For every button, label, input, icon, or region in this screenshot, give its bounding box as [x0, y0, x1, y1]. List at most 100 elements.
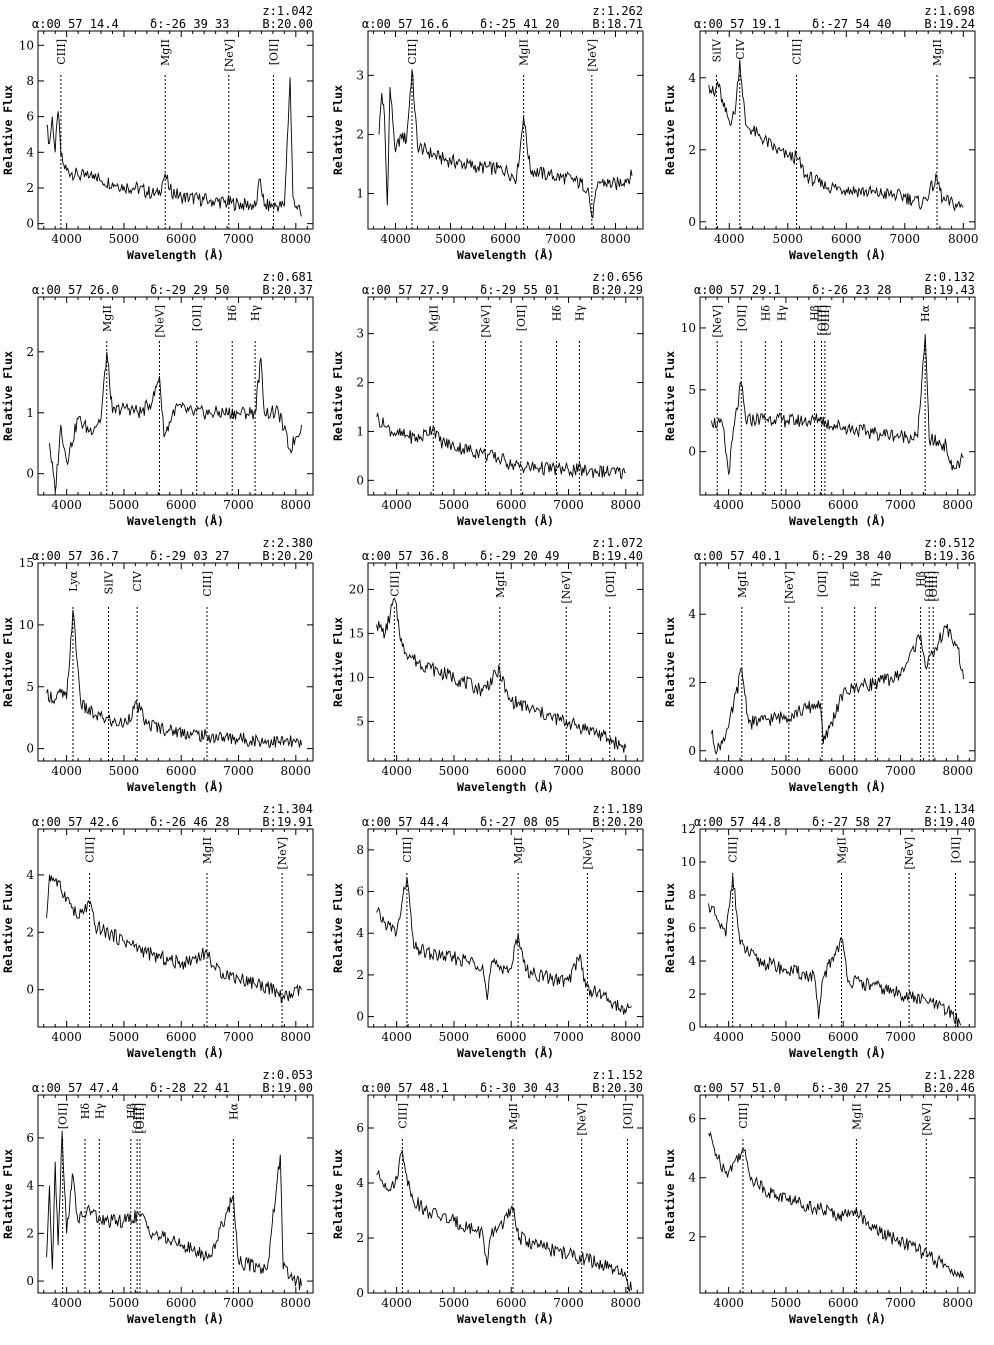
- emission-line-label: MgII: [836, 837, 849, 864]
- redshift-label: z:1.262: [592, 4, 643, 18]
- y-tick-label: 0: [356, 1286, 364, 1300]
- y-tick-label: 6: [356, 885, 364, 899]
- x-tick-label: 5000: [771, 498, 802, 512]
- x-tick-label: 7000: [553, 1030, 584, 1044]
- redshift-label: z:0.132: [924, 270, 975, 284]
- y-tick-label: 10: [19, 38, 34, 52]
- spectrum-panel: z:2.380 α:00 57 36.7 δ:-29 03 27 B:20.20 400…: [1, 536, 314, 794]
- spectrum-panel: z:0.656 α:00 57 27.9 δ:-29 55 01 B:20.29 400…: [331, 270, 644, 528]
- y-tick-label: 10: [349, 670, 364, 684]
- x-tick-label: 5000: [439, 498, 470, 512]
- emission-line-label: Hγ: [249, 305, 262, 322]
- emission-line-label: CIV: [131, 570, 144, 592]
- y-axis-label: Relative Flux: [331, 883, 345, 973]
- x-tick-label: 8000: [943, 764, 974, 778]
- spectrum-panel: z:1.262 α:00 57 16.6 δ:-25 41 20 B:18.71 400…: [331, 4, 644, 262]
- magnitude-label: B:19.24: [924, 17, 975, 31]
- emission-line-label: MgII: [931, 39, 944, 66]
- y-tick-label: 2: [688, 143, 696, 157]
- y-tick-label: 1: [356, 187, 364, 201]
- x-tick-label: 4000: [51, 1296, 82, 1310]
- dec-label: δ:-29 55 01: [480, 283, 559, 297]
- x-tick-label: 7000: [545, 232, 576, 246]
- x-tick-label: 7000: [885, 498, 916, 512]
- x-tick-label: 8000: [281, 498, 312, 512]
- y-tick-label: 0: [688, 744, 696, 758]
- spectrum-panel: z:1.189 α:00 57 44.4 δ:-27 08 05 B:20.20 400…: [331, 802, 644, 1060]
- x-tick-label: 7000: [223, 1030, 254, 1044]
- y-tick-label: 2: [26, 1226, 34, 1240]
- y-tick-label: 15: [19, 556, 34, 570]
- x-tick-label: 6000: [828, 1296, 859, 1310]
- emission-line-label: MgII: [427, 305, 440, 332]
- emission-line-label: [OII]: [816, 571, 829, 597]
- y-tick-label: 0: [26, 1274, 34, 1288]
- ra-label: α:00 57 36.8: [362, 549, 449, 563]
- magnitude-label: B:19.91: [262, 815, 313, 829]
- x-tick-label: 5000: [109, 498, 140, 512]
- ra-label: α:00 57 44.4: [362, 815, 449, 829]
- y-tick-label: 4: [26, 145, 34, 159]
- dec-label: δ:-26 39 33: [150, 17, 229, 31]
- x-tick-label: 8000: [611, 1296, 642, 1310]
- ra-label: α:00 57 14.4: [32, 17, 119, 31]
- x-tick-label: 6000: [490, 232, 521, 246]
- y-tick-label: 4: [26, 1179, 34, 1193]
- y-tick-label: 2: [688, 675, 696, 689]
- plot-frame: [37, 562, 314, 762]
- ra-label: α:00 57 27.9: [362, 283, 449, 297]
- x-axis-label: Wavelength (Å): [127, 1045, 224, 1060]
- x-tick-label: 4000: [381, 1296, 412, 1310]
- redshift-label: z:1.304: [262, 802, 313, 816]
- dec-label: δ:-29 29 50: [150, 283, 229, 297]
- spectrum-line: [711, 623, 964, 756]
- y-tick-label: 6: [26, 110, 34, 124]
- ra-label: α:00 57 36.7: [32, 549, 119, 563]
- x-axis-label: Wavelength (Å): [789, 513, 886, 528]
- spectrum-line: [49, 351, 302, 493]
- spectrum-panel: z:1.304 α:00 57 42.6 δ:-26 46 28 B:19.91 400…: [1, 802, 314, 1060]
- magnitude-label: B:20.00: [262, 17, 313, 31]
- spectrum-line: [708, 1131, 964, 1279]
- x-axis-label: Wavelength (Å): [127, 779, 224, 794]
- y-axis-label: Relative Flux: [663, 883, 677, 973]
- ra-label: α:00 57 40.1: [694, 549, 781, 563]
- x-tick-label: 7000: [885, 1296, 916, 1310]
- x-tick-label: 8000: [948, 232, 979, 246]
- y-tick-label: 0: [26, 742, 34, 756]
- x-tick-label: 5000: [439, 1296, 470, 1310]
- x-tick-label: 4000: [380, 232, 411, 246]
- emission-line-label: [OIII]: [131, 1103, 144, 1134]
- emission-line-label: [NeV]: [223, 39, 236, 72]
- emission-line-label: MgII: [159, 39, 172, 66]
- emission-line-label: Hα: [227, 1102, 240, 1120]
- x-tick-label: 8000: [600, 232, 631, 246]
- y-tick-label: 1: [356, 424, 364, 438]
- emission-line-label: [NeV]: [920, 1103, 933, 1136]
- plot-frame: [699, 296, 976, 496]
- y-axis-label: Relative Flux: [663, 1149, 677, 1239]
- x-tick-label: 4000: [713, 1030, 744, 1044]
- x-tick-label: 7000: [223, 764, 254, 778]
- dec-label: δ:-27 58 27: [812, 815, 891, 829]
- y-tick-label: 2: [356, 127, 364, 141]
- emission-line-label: [OIII]: [134, 1103, 147, 1134]
- spectrum-line: [708, 59, 964, 212]
- spectrum-panel: z:0.053 α:00 57 47.4 δ:-28 22 41 B:19.00 400…: [1, 1068, 314, 1326]
- y-axis-label: Relative Flux: [663, 617, 677, 707]
- x-tick-label: 5000: [439, 1030, 470, 1044]
- x-tick-label: 6000: [828, 1030, 859, 1044]
- x-tick-label: 8000: [943, 498, 974, 512]
- y-tick-label: 2: [356, 968, 364, 982]
- redshift-label: z:1.134: [924, 802, 975, 816]
- spectrum-line: [378, 69, 633, 219]
- spectrum-panel: z:1.152 α:00 57 48.1 δ:-30 30 43 B:20.30 400…: [331, 1068, 644, 1326]
- magnitude-label: B:19.40: [592, 549, 643, 563]
- x-tick-label: 5000: [109, 764, 140, 778]
- x-axis-label: Wavelength (Å): [457, 247, 554, 262]
- x-tick-label: 7000: [890, 232, 921, 246]
- y-tick-label: 2: [356, 1231, 364, 1245]
- x-tick-label: 6000: [166, 232, 197, 246]
- x-axis-label: Wavelength (Å): [789, 247, 886, 262]
